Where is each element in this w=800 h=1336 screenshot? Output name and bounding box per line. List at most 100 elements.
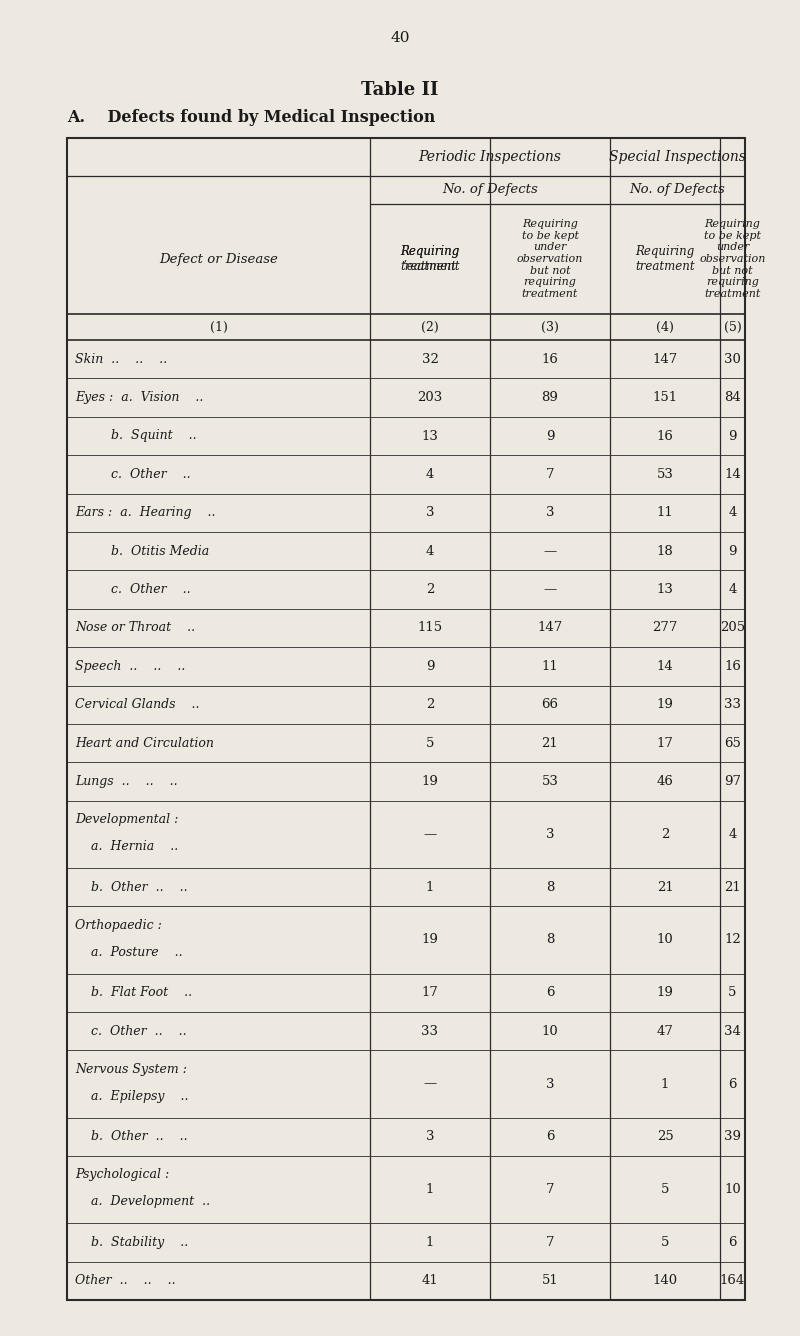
- Text: 53: 53: [657, 468, 674, 481]
- Text: 2: 2: [661, 828, 669, 840]
- Text: —: —: [423, 828, 437, 840]
- Text: 25: 25: [657, 1130, 674, 1144]
- Text: c.  Other    ..: c. Other ..: [75, 468, 190, 481]
- Text: Requiring
treatment: Requiring treatment: [400, 244, 460, 273]
- Text: 40: 40: [390, 31, 410, 45]
- Text: Requiring
to be kept
under
observation
but not
requiring
treatment: Requiring to be kept under observation b…: [699, 219, 766, 299]
- Text: 53: 53: [542, 775, 558, 788]
- Text: Orthopaedic :: Orthopaedic :: [75, 919, 162, 931]
- Text: 115: 115: [418, 621, 442, 635]
- Text: 6: 6: [546, 1130, 554, 1144]
- Text: Skin  ..    ..    ..: Skin .. .. ..: [75, 353, 167, 366]
- Text: 3: 3: [546, 1078, 554, 1090]
- Text: 2: 2: [426, 582, 434, 596]
- Text: 14: 14: [657, 660, 674, 673]
- Text: 9: 9: [728, 429, 737, 442]
- Text: 1: 1: [426, 1184, 434, 1196]
- Text: b.  Other  ..    ..: b. Other .. ..: [75, 880, 188, 894]
- Text: A.    Defects found by Medical Inspection: A. Defects found by Medical Inspection: [67, 108, 435, 126]
- Text: b.  Otitis Media: b. Otitis Media: [75, 545, 210, 557]
- Text: b.  Other  ..    ..: b. Other .. ..: [75, 1130, 188, 1144]
- Text: 46: 46: [657, 775, 674, 788]
- Text: Ears :  a.  Hearing    ..: Ears : a. Hearing ..: [75, 506, 215, 520]
- Text: 1: 1: [426, 880, 434, 894]
- Text: 16: 16: [542, 353, 558, 366]
- Text: 18: 18: [657, 545, 674, 557]
- Text: 4: 4: [728, 506, 737, 520]
- Text: 2: 2: [426, 699, 434, 711]
- Text: 14: 14: [724, 468, 741, 481]
- Text: 41: 41: [422, 1275, 438, 1288]
- Text: 4: 4: [728, 582, 737, 596]
- Text: 11: 11: [542, 660, 558, 673]
- Text: c.  Other    ..: c. Other ..: [75, 582, 190, 596]
- Text: (1): (1): [210, 321, 227, 334]
- Text: 10: 10: [724, 1184, 741, 1196]
- Text: 277: 277: [652, 621, 678, 635]
- Text: 19: 19: [657, 699, 674, 711]
- Text: 21: 21: [542, 736, 558, 749]
- Text: 19: 19: [422, 775, 438, 788]
- Text: 10: 10: [657, 934, 674, 946]
- Text: Periodic Inspections: Periodic Inspections: [418, 150, 562, 164]
- Text: Heart and Circulation: Heart and Circulation: [75, 736, 214, 749]
- Text: Requiring
treatment: Requiring treatment: [635, 244, 695, 273]
- Text: 8: 8: [546, 934, 554, 946]
- Text: Requiring
ʼeatment: Requiring ʼeatment: [400, 244, 460, 273]
- Text: Table II: Table II: [362, 81, 438, 99]
- Text: 32: 32: [422, 353, 438, 366]
- Text: 7: 7: [546, 1236, 554, 1249]
- Text: Psychological :: Psychological :: [75, 1168, 170, 1181]
- Text: (4): (4): [656, 321, 674, 334]
- Text: 10: 10: [542, 1025, 558, 1038]
- Text: (5): (5): [724, 321, 742, 334]
- Text: 6: 6: [728, 1236, 737, 1249]
- Text: 3: 3: [546, 828, 554, 840]
- Text: Developmental :: Developmental :: [75, 814, 178, 826]
- Text: b.  Squint    ..: b. Squint ..: [75, 429, 197, 442]
- Text: a.  Development  ..: a. Development ..: [75, 1196, 210, 1208]
- Text: Nose or Throat    ..: Nose or Throat ..: [75, 621, 195, 635]
- Text: Eyes :  a.  Vision    ..: Eyes : a. Vision ..: [75, 391, 203, 403]
- Text: 6: 6: [546, 986, 554, 999]
- Text: 11: 11: [657, 506, 674, 520]
- Text: Cervical Glands    ..: Cervical Glands ..: [75, 699, 199, 711]
- Text: 3: 3: [426, 506, 434, 520]
- Text: 9: 9: [426, 660, 434, 673]
- Bar: [67, 138, 745, 1300]
- Text: 33: 33: [422, 1025, 438, 1038]
- Text: 13: 13: [657, 582, 674, 596]
- Text: a.  Epilepsy    ..: a. Epilepsy ..: [75, 1090, 189, 1102]
- Text: 147: 147: [652, 353, 678, 366]
- Text: 39: 39: [724, 1130, 741, 1144]
- Text: Lungs  ..    ..    ..: Lungs .. .. ..: [75, 775, 178, 788]
- Text: 1: 1: [661, 1078, 669, 1090]
- Text: 51: 51: [542, 1275, 558, 1288]
- Text: a.  Hernia    ..: a. Hernia ..: [75, 840, 178, 852]
- Text: Special Inspections: Special Inspections: [609, 150, 746, 164]
- Text: No. of Defects: No. of Defects: [442, 183, 538, 196]
- Text: 147: 147: [538, 621, 562, 635]
- Text: 16: 16: [724, 660, 741, 673]
- Text: 140: 140: [653, 1275, 678, 1288]
- Text: 19: 19: [657, 986, 674, 999]
- Text: a.  Posture    ..: a. Posture ..: [75, 946, 182, 959]
- Text: (3): (3): [541, 321, 559, 334]
- Text: 34: 34: [724, 1025, 741, 1038]
- Text: 13: 13: [422, 429, 438, 442]
- Text: 151: 151: [653, 391, 678, 403]
- Text: b.  Stability    ..: b. Stability ..: [75, 1236, 188, 1249]
- Text: 4: 4: [728, 828, 737, 840]
- Text: 5: 5: [426, 736, 434, 749]
- Text: 12: 12: [724, 934, 741, 946]
- Text: 97: 97: [724, 775, 741, 788]
- Text: 17: 17: [657, 736, 674, 749]
- Text: 205: 205: [720, 621, 745, 635]
- Text: Defect or Disease: Defect or Disease: [159, 253, 278, 266]
- Text: —: —: [543, 545, 557, 557]
- Text: 4: 4: [426, 468, 434, 481]
- Text: 9: 9: [546, 429, 554, 442]
- Text: 3: 3: [546, 506, 554, 520]
- Text: Speech  ..    ..    ..: Speech .. .. ..: [75, 660, 186, 673]
- Text: 30: 30: [724, 353, 741, 366]
